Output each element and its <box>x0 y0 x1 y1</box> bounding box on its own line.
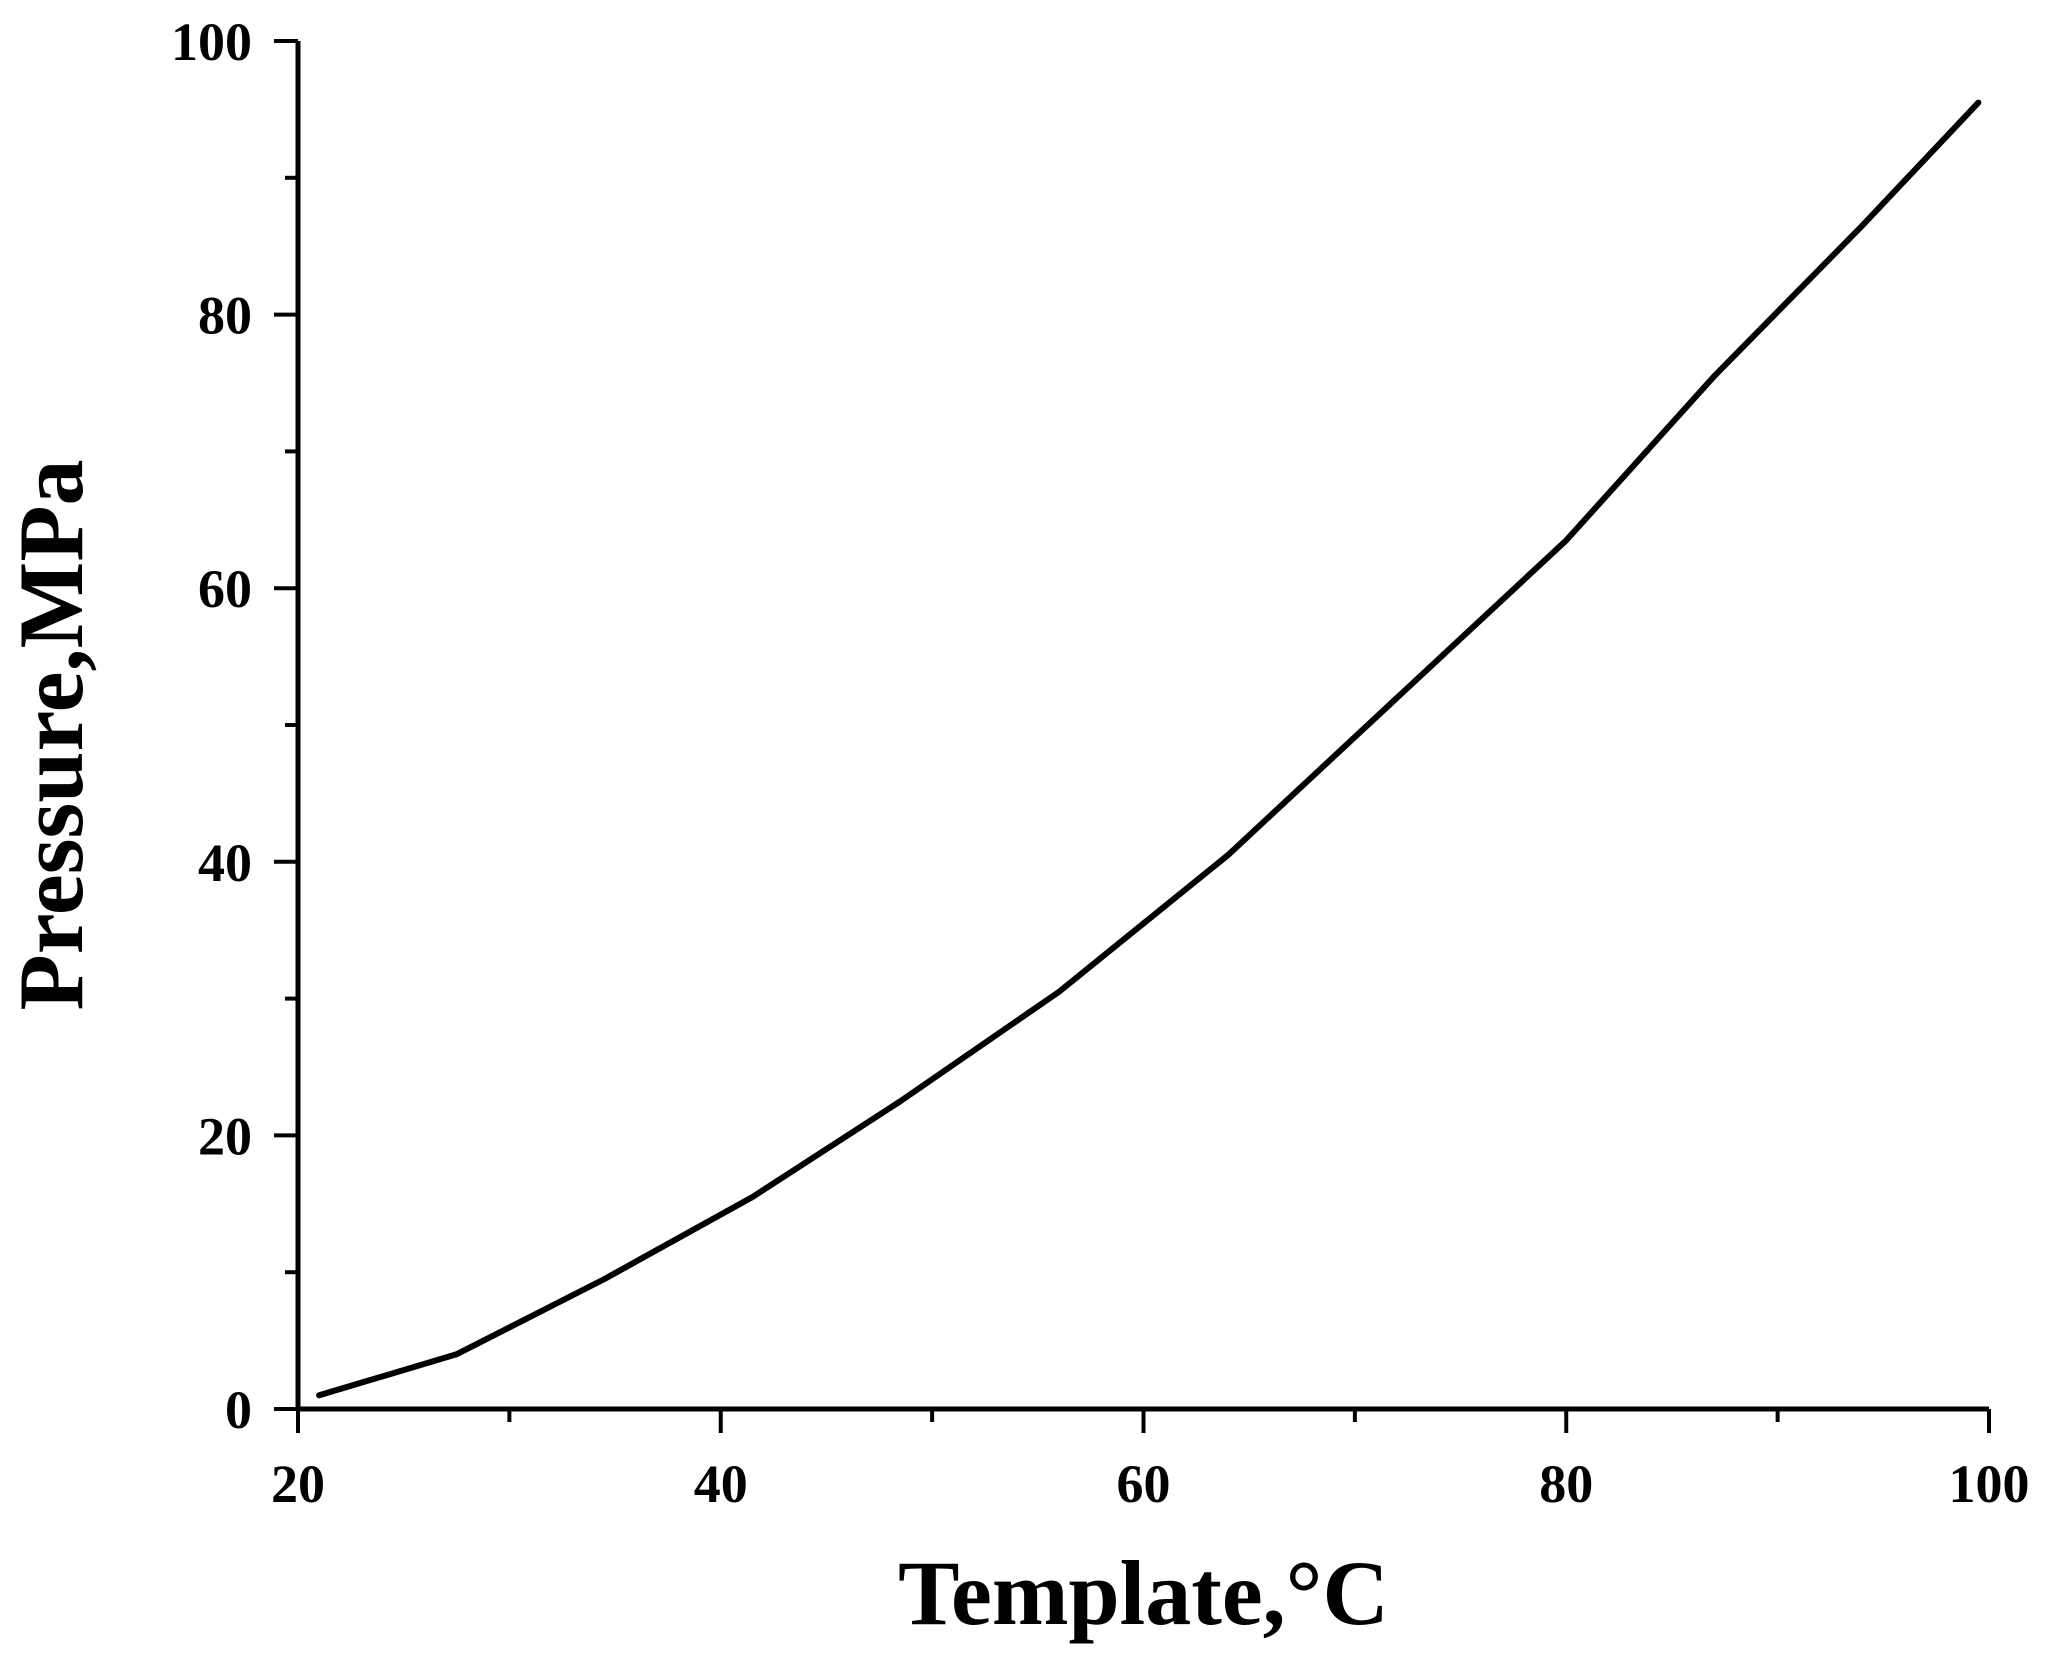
series-group <box>316 99 1982 1399</box>
x-tick-label: 60 <box>1117 1454 1171 1514</box>
y-ticks <box>274 39 298 1411</box>
y-axis-title: Pressure,MPa <box>0 459 102 1010</box>
y-tick-label: 40 <box>198 833 252 893</box>
series-line <box>316 99 1982 1399</box>
x-axis-title: Template,°C <box>898 1542 1389 1644</box>
y-tick-label: 0 <box>225 1380 252 1440</box>
x-tick-labels: 20 40 60 80 100 <box>271 1454 2030 1514</box>
x-tick-label: 80 <box>1539 1454 1593 1514</box>
y-tick-labels: 0 20 40 60 80 100 <box>171 12 252 1440</box>
y-tick-label: 100 <box>171 12 252 72</box>
axes: 20 40 60 80 100 0 20 40 60 80 100 <box>171 12 2030 1514</box>
y-tick-label: 60 <box>198 559 252 619</box>
y-tick-label: 80 <box>198 286 252 346</box>
x-tick-label: 100 <box>1949 1454 2030 1514</box>
x-ticks <box>296 1409 1991 1433</box>
x-tick-label: 40 <box>694 1454 748 1514</box>
x-tick-label: 20 <box>271 1454 325 1514</box>
y-tick-label: 20 <box>198 1106 252 1166</box>
